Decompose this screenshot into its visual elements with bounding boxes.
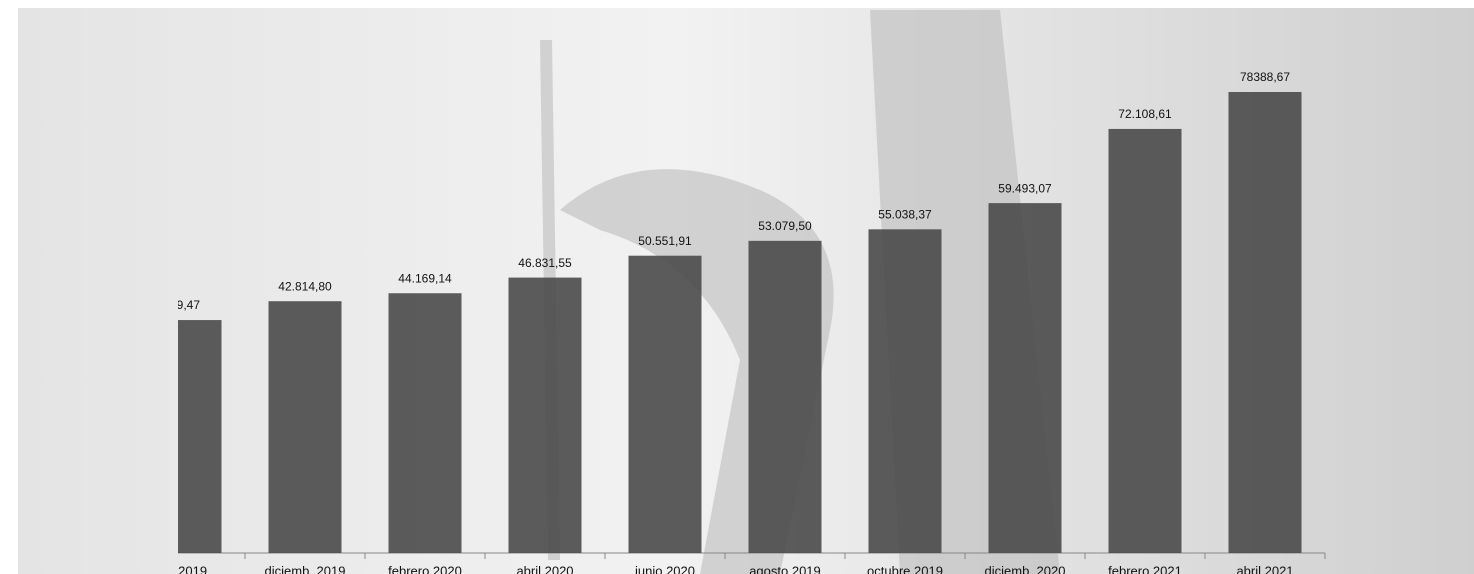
x-tick-label: abril 2020	[516, 563, 573, 574]
top-strip	[0, 0, 1474, 8]
x-tick-label: diciemb. 2020	[985, 563, 1066, 574]
bar	[508, 277, 582, 553]
value-label: 59.493,07	[998, 181, 1052, 195]
bar	[868, 229, 942, 553]
x-tick-label: febrero 2020	[388, 563, 462, 574]
x-tick-label: febrero 2021	[1108, 563, 1182, 574]
value-label: 50.551,91	[638, 234, 692, 248]
bar	[628, 255, 702, 553]
value-label: 72.108,61	[1118, 107, 1172, 121]
bar	[1108, 128, 1182, 553]
value-label: 53.079,50	[758, 219, 812, 233]
value-label: 46.831,55	[518, 256, 572, 270]
x-tick-label: junio 2020	[634, 563, 695, 574]
plot-area: 09,47 re 2019 42.814,80 diciemb. 2019 44.169…	[163, 70, 1326, 574]
x-tick-label: agosto 2019	[749, 563, 821, 574]
value-label: 44.169,14	[398, 271, 452, 285]
value-label: 55.038,37	[878, 207, 932, 221]
bar	[988, 203, 1062, 553]
bar	[388, 293, 462, 553]
bar	[178, 320, 222, 553]
value-label: 42.814,80	[278, 279, 332, 293]
bar	[268, 301, 342, 553]
x-tick-label: diciemb. 2019	[265, 563, 346, 574]
x-tick-label: octubre 2019	[867, 563, 943, 574]
value-label: 78388,67	[1240, 70, 1290, 84]
bar	[748, 240, 822, 553]
x-tick-label: re 2019	[163, 563, 207, 574]
value-label: 09,47	[170, 298, 200, 312]
bar	[1228, 92, 1302, 553]
x-tick-label: abril 2021	[1236, 563, 1293, 574]
